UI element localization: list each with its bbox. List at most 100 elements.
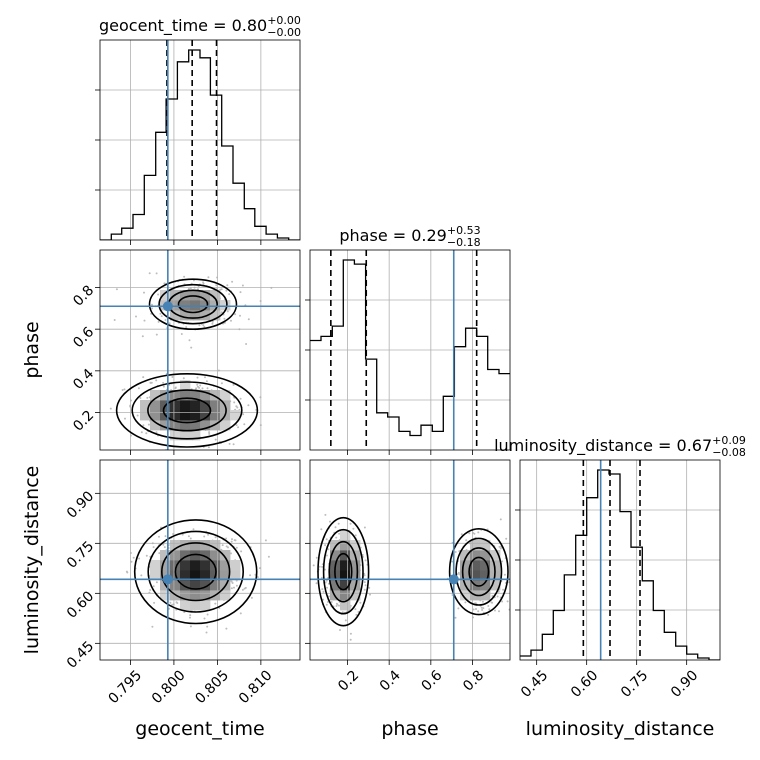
- sample-point: [214, 536, 217, 539]
- sample-point: [454, 551, 457, 553]
- density-cell: [190, 310, 201, 321]
- sample-point: [187, 287, 190, 290]
- sample-point: [208, 432, 211, 435]
- density-cell: [140, 410, 151, 421]
- sample-point: [205, 631, 208, 634]
- sample-point: [203, 325, 206, 328]
- panel-title-geocent_time: geocent_time = 0.80+0.00 −0.00: [99, 14, 301, 39]
- sample-point: [337, 522, 340, 525]
- sample-point: [327, 576, 330, 579]
- density-cell: [220, 560, 231, 571]
- sample-point: [220, 288, 223, 291]
- sample-point: [235, 424, 238, 427]
- sample-point: [155, 431, 158, 434]
- density-cell: [190, 590, 201, 601]
- sample-point: [141, 335, 144, 338]
- sample-point: [250, 596, 253, 599]
- sample-point: [490, 601, 493, 604]
- density-cell: [330, 540, 341, 551]
- density-cell: [200, 410, 211, 421]
- x-axis-label-phase: phase: [381, 718, 438, 740]
- sample-point: [157, 320, 160, 323]
- sample-point: [468, 532, 471, 535]
- density-cell: [340, 570, 351, 581]
- density-cell: [210, 550, 221, 561]
- sample-point: [235, 546, 238, 549]
- contour-line: [448, 527, 509, 616]
- sample-point: [232, 383, 235, 386]
- sample-point: [321, 588, 324, 591]
- sample-point: [482, 607, 485, 610]
- sample-point: [326, 586, 328, 589]
- title-minus: −0.00: [267, 26, 301, 39]
- sample-point: [171, 376, 174, 378]
- density-cell: [180, 420, 191, 431]
- density-cell: [190, 400, 201, 411]
- sample-point: [226, 310, 229, 313]
- y-tick-label-phase: 0.4: [70, 366, 97, 393]
- density-cell: [180, 600, 191, 611]
- density-cell: [190, 540, 201, 551]
- sample-point: [137, 387, 140, 390]
- sample-point: [142, 376, 145, 379]
- x-tick-label-geocent_time: 0.810: [236, 667, 276, 707]
- title-equals: =: [388, 226, 412, 245]
- sample-point: [349, 632, 352, 635]
- sample-point: [242, 413, 245, 416]
- sample-point: [487, 613, 490, 616]
- density-cell: [210, 410, 221, 421]
- density-cell: [480, 540, 491, 551]
- density-cell: [140, 400, 151, 411]
- density-cell: [160, 590, 171, 601]
- sample-point: [145, 554, 148, 557]
- density-cell: [170, 410, 181, 421]
- density-cell: [350, 560, 361, 571]
- sample-point: [472, 608, 475, 611]
- x-tick-label-geocent_time: 0.800: [149, 667, 189, 707]
- sample-point: [226, 284, 229, 287]
- x-tick-label-geocent_time: 0.805: [192, 667, 232, 707]
- density-cell: [460, 590, 471, 601]
- density-layer: [109, 272, 510, 641]
- density-cell: [170, 550, 181, 561]
- panel-marks-luminosity_distance-geocent_time: [100, 460, 300, 660]
- sample-point: [322, 590, 325, 593]
- sample-point: [267, 555, 270, 558]
- x-tick-label-luminosity_distance: 0.60: [568, 667, 601, 700]
- sample-point: [487, 605, 490, 607]
- density-cell: [180, 550, 191, 561]
- density-cell: [470, 550, 481, 561]
- density-cell: [200, 570, 211, 581]
- sample-point: [220, 382, 223, 385]
- density-cell: [160, 560, 171, 571]
- sample-point: [501, 560, 504, 563]
- title-name: geocent_time: [99, 16, 208, 36]
- density-cell: [180, 300, 191, 311]
- density-cell: [180, 400, 191, 411]
- sample-point: [352, 527, 355, 530]
- sample-point: [158, 552, 161, 555]
- sample-point: [169, 601, 172, 604]
- sample-point: [363, 526, 366, 529]
- sample-point: [315, 582, 318, 585]
- sample-point: [247, 404, 250, 407]
- sample-point: [318, 565, 321, 568]
- sample-point: [153, 601, 156, 604]
- sample-point: [174, 387, 177, 390]
- density-cell: [170, 540, 181, 551]
- contour-line: [334, 552, 353, 591]
- density-cell: [480, 580, 491, 591]
- sample-point: [339, 629, 341, 631]
- x-tick-label-geocent_time: 0.795: [105, 667, 145, 707]
- contour-line: [455, 537, 503, 606]
- x-tick-label-phase: 0.8: [460, 667, 487, 694]
- sample-point: [162, 385, 165, 388]
- contour-line: [461, 547, 496, 597]
- sample-point: [202, 282, 205, 285]
- density-cell: [230, 410, 241, 421]
- sample-point: [151, 307, 153, 310]
- sample-point: [324, 568, 326, 571]
- sample-point: [335, 602, 338, 605]
- sample-point: [228, 442, 231, 445]
